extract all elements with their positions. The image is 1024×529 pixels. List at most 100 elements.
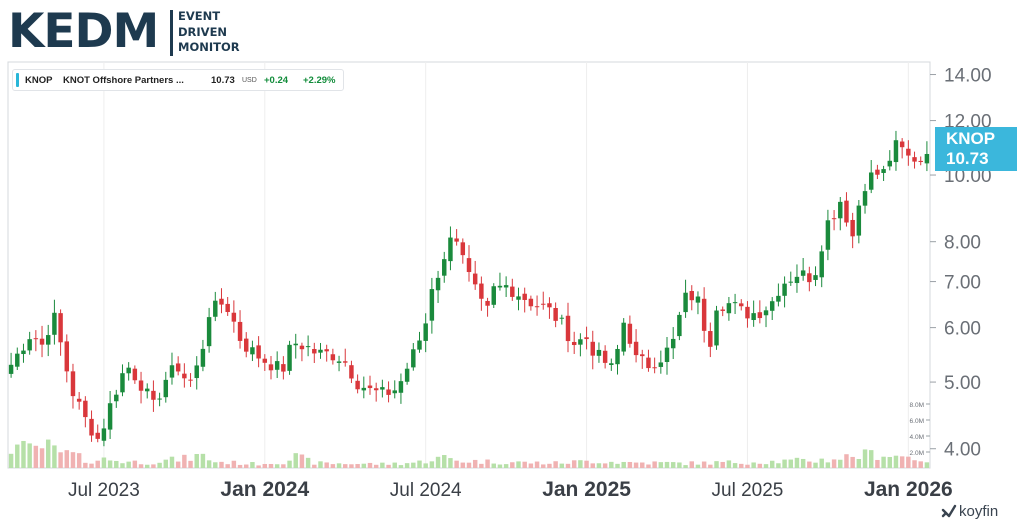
tag-ticker: KNOP <box>946 129 996 148</box>
volume-bar <box>769 460 775 468</box>
candle-body <box>45 335 51 345</box>
candle-body <box>739 303 744 307</box>
volume-bar <box>522 461 527 468</box>
volume-bar <box>503 464 509 468</box>
candle-body <box>89 418 94 436</box>
candle-body <box>578 339 583 345</box>
logo-divider <box>170 10 173 56</box>
volume-bar <box>213 462 218 468</box>
candle-body <box>225 303 230 313</box>
candle-body <box>807 273 812 283</box>
volume-bar <box>200 453 206 468</box>
y-tick-label: 8.00 <box>944 233 981 254</box>
volume-bar <box>881 456 886 468</box>
candle-body <box>324 349 329 352</box>
candle-body <box>274 361 280 370</box>
candle-body <box>268 364 274 371</box>
candle-body <box>615 348 620 365</box>
volume-bar <box>633 462 639 468</box>
volume-bar <box>423 463 428 468</box>
candle-body <box>683 292 688 313</box>
volume-bar <box>788 459 793 468</box>
candle-body <box>689 291 694 301</box>
volume-bar <box>95 460 100 468</box>
volume-bar <box>838 459 843 468</box>
candle-body <box>231 312 237 322</box>
volume-bar <box>627 461 633 468</box>
volume-bar <box>683 465 688 468</box>
x-tick-label: Jan 2025 <box>542 478 631 501</box>
volume-bar <box>720 461 725 468</box>
volume-bar <box>194 454 199 468</box>
volume-bar <box>27 443 32 468</box>
volume-bar <box>349 464 354 468</box>
candle-body <box>751 313 756 321</box>
volume-bar <box>21 440 26 468</box>
logo-line-3: MONITOR <box>178 40 240 54</box>
candle-body <box>281 364 286 372</box>
candle-body <box>695 296 701 303</box>
volume-bar <box>745 464 750 468</box>
volume-bar <box>621 461 626 468</box>
candle-body <box>701 298 707 331</box>
volume-bar <box>305 457 311 468</box>
volume-bar <box>831 459 837 468</box>
candle-body <box>287 344 292 371</box>
volume-bar <box>330 464 336 468</box>
volume-bar <box>472 459 478 468</box>
volume-bar <box>448 458 453 468</box>
volume-bar <box>850 456 855 468</box>
volume-bar <box>312 464 317 468</box>
candle-body <box>726 303 732 314</box>
volume-bar <box>293 453 298 468</box>
volume-bar <box>844 454 849 468</box>
candle-body <box>299 345 305 350</box>
volume-bar <box>912 460 917 468</box>
volume-bar <box>386 464 391 468</box>
volume-bar <box>602 463 608 468</box>
candle-body <box>330 354 336 361</box>
volume-bar <box>510 462 515 468</box>
volume-bar <box>244 464 249 468</box>
candle-body <box>373 388 379 391</box>
volume-bar <box>435 456 441 468</box>
volume-bar <box>609 461 614 468</box>
candle-body <box>237 321 243 341</box>
security-header[interactable]: KNOP KNOT Offshore Partners ... 10.73 US… <box>12 69 344 91</box>
volume-bar <box>553 461 558 468</box>
header-security-name: KNOT Offshore Partners ... <box>63 75 184 86</box>
volume-bar <box>411 462 416 468</box>
candle-body <box>745 306 750 319</box>
volume-bar <box>89 463 94 468</box>
volume-bar <box>565 463 571 468</box>
candle-body <box>590 341 595 356</box>
candle-body <box>262 358 268 363</box>
candle-body <box>831 218 837 220</box>
candle-body <box>534 306 540 308</box>
volume-bar <box>677 462 682 468</box>
volume-bar <box>819 458 824 468</box>
candle-body <box>392 390 397 394</box>
volume-bar <box>528 463 534 468</box>
volume-bar <box>794 457 800 468</box>
x-tick-label: Jul 2025 <box>712 480 784 501</box>
candle-body <box>472 273 478 285</box>
volume-bar <box>739 463 744 468</box>
header-ticker: KNOP <box>25 75 53 86</box>
volume-bar <box>163 459 169 468</box>
volume-bar <box>516 461 521 468</box>
candle-body <box>584 337 589 340</box>
candle-body <box>677 314 682 337</box>
candle-body <box>83 400 88 418</box>
volume-bar <box>114 460 119 468</box>
koyfin-logo-icon <box>941 504 957 518</box>
volume-bar <box>782 459 787 468</box>
candle-body <box>120 373 125 393</box>
volume-bar <box>689 461 694 468</box>
volume-bar <box>652 461 657 468</box>
volume-bar <box>182 454 187 468</box>
volume-bar <box>225 464 230 468</box>
y-tick-label: 4.00 <box>944 440 981 461</box>
candle-body <box>188 379 193 381</box>
